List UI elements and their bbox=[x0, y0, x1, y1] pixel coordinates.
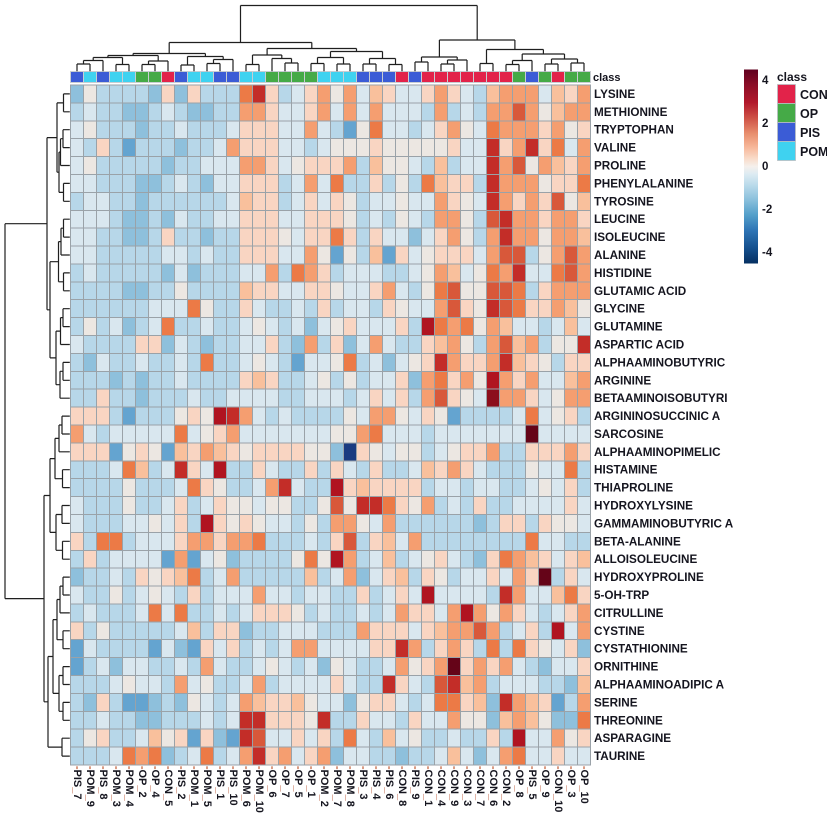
svg-text:TRYPTOPHAN: TRYPTOPHAN bbox=[594, 124, 674, 137]
svg-text:CON: CON bbox=[800, 88, 827, 102]
svg-text:HYDROXYLYSINE: HYDROXYLYSINE bbox=[594, 500, 693, 513]
svg-text:LEUCINE: LEUCINE bbox=[594, 213, 646, 226]
svg-text:GLYCINE: GLYCINE bbox=[594, 303, 645, 316]
svg-text:HISTIDINE: HISTIDINE bbox=[594, 267, 652, 280]
svg-text:OP_9: OP_9 bbox=[539, 770, 551, 798]
svg-text:CYSTATHIONINE: CYSTATHIONINE bbox=[594, 643, 688, 656]
svg-text:OP: OP bbox=[800, 107, 818, 121]
svg-text:PIS_3: PIS_3 bbox=[357, 770, 369, 800]
svg-text:PIS: PIS bbox=[800, 126, 820, 140]
svg-text:GLUTAMIC ACID: GLUTAMIC ACID bbox=[594, 285, 686, 298]
svg-text:POM_9: POM_9 bbox=[84, 770, 96, 807]
svg-text:OP_8: OP_8 bbox=[513, 770, 525, 798]
svg-text:PIS_5: PIS_5 bbox=[526, 770, 538, 800]
svg-text:-4: -4 bbox=[762, 247, 773, 259]
svg-text:PIS_2: PIS_2 bbox=[175, 770, 187, 800]
svg-text:ORNITHINE: ORNITHINE bbox=[594, 661, 658, 674]
svg-text:POM_1: POM_1 bbox=[188, 770, 200, 807]
svg-text:OP_5: OP_5 bbox=[292, 770, 304, 798]
svg-text:BETAAMINOISOBUTYRI: BETAAMINOISOBUTYRI bbox=[594, 392, 728, 405]
svg-text:ALLOISOLEUCINE: ALLOISOLEUCINE bbox=[594, 553, 697, 566]
svg-text:class: class bbox=[777, 70, 807, 84]
svg-text:ASPARAGINE: ASPARAGINE bbox=[594, 732, 671, 745]
svg-text:ASPARTIC ACID: ASPARTIC ACID bbox=[594, 339, 684, 352]
svg-text:PIS_1: PIS_1 bbox=[214, 770, 226, 800]
svg-text:CON_5: CON_5 bbox=[162, 770, 174, 807]
svg-text:GAMMAMINOBUTYRIC A: GAMMAMINOBUTYRIC A bbox=[594, 517, 734, 530]
svg-text:HYDROXYPROLINE: HYDROXYPROLINE bbox=[594, 571, 704, 584]
svg-text:POM_10: POM_10 bbox=[253, 770, 265, 813]
svg-text:PIS_4: PIS_4 bbox=[370, 770, 382, 801]
svg-text:POM_3: POM_3 bbox=[110, 770, 122, 807]
svg-text:CON_9: CON_9 bbox=[448, 770, 460, 807]
svg-text:POM: POM bbox=[800, 145, 827, 159]
svg-text:CON_7: CON_7 bbox=[474, 770, 486, 807]
svg-text:ALANINE: ALANINE bbox=[594, 249, 646, 262]
svg-text:ALPHAAMINOPIMELIC: ALPHAAMINOPIMELIC bbox=[594, 446, 721, 459]
svg-text:OP_6: OP_6 bbox=[266, 770, 278, 798]
svg-text:OP_4: OP_4 bbox=[149, 770, 161, 799]
svg-text:ALPHAAMINOBUTYRIC: ALPHAAMINOBUTYRIC bbox=[594, 356, 726, 369]
svg-text:PIS_10: PIS_10 bbox=[227, 770, 239, 806]
svg-text:PROLINE: PROLINE bbox=[594, 160, 646, 173]
svg-text:4: 4 bbox=[762, 75, 769, 87]
svg-text:POM_4: POM_4 bbox=[123, 770, 135, 808]
svg-text:GLUTAMINE: GLUTAMINE bbox=[594, 321, 663, 334]
svg-text:POM_6: POM_6 bbox=[240, 770, 252, 807]
svg-text:PIS_6: PIS_6 bbox=[383, 770, 395, 800]
svg-text:-2: -2 bbox=[762, 204, 772, 216]
svg-text:LYSINE: LYSINE bbox=[594, 88, 635, 101]
svg-text:PHENYLALANINE: PHENYLALANINE bbox=[594, 177, 694, 190]
svg-text:OP_2: OP_2 bbox=[136, 770, 148, 798]
svg-text:CITRULLINE: CITRULLINE bbox=[594, 607, 664, 620]
svg-text:HISTAMINE: HISTAMINE bbox=[594, 464, 658, 477]
svg-text:OP_1: OP_1 bbox=[305, 770, 317, 798]
svg-text:TYROSINE: TYROSINE bbox=[594, 195, 654, 208]
svg-text:2: 2 bbox=[762, 118, 768, 130]
svg-text:POM_8: POM_8 bbox=[344, 770, 356, 807]
svg-text:0: 0 bbox=[762, 161, 768, 173]
svg-text:ARGININE: ARGININE bbox=[594, 374, 651, 387]
svg-text:ALPHAAMINOADIPIC A: ALPHAAMINOADIPIC A bbox=[594, 679, 725, 692]
svg-text:PIS_7: PIS_7 bbox=[71, 770, 83, 800]
svg-text:THIAPROLINE: THIAPROLINE bbox=[594, 482, 673, 495]
svg-text:PIS_8: PIS_8 bbox=[97, 770, 109, 800]
svg-text:SERINE: SERINE bbox=[594, 696, 638, 709]
svg-text:VALINE: VALINE bbox=[594, 142, 636, 155]
svg-text:BETA-ALANINE: BETA-ALANINE bbox=[594, 535, 681, 548]
svg-text:POM_5: POM_5 bbox=[201, 770, 213, 807]
svg-text:CYSTINE: CYSTINE bbox=[594, 625, 645, 638]
svg-text:ARGININOSUCCINIC A: ARGININOSUCCINIC A bbox=[594, 410, 721, 423]
svg-text:CON_1: CON_1 bbox=[422, 770, 434, 807]
svg-text:ISOLEUCINE: ISOLEUCINE bbox=[594, 231, 666, 244]
svg-text:SARCOSINE: SARCOSINE bbox=[594, 428, 664, 441]
svg-text:5-OH-TRP: 5-OH-TRP bbox=[594, 589, 649, 602]
svg-text:class: class bbox=[593, 72, 621, 84]
svg-text:CON_6: CON_6 bbox=[487, 770, 499, 807]
svg-text:CON_8: CON_8 bbox=[396, 770, 408, 807]
svg-text:CON_4: CON_4 bbox=[435, 770, 447, 808]
svg-text:CON_3: CON_3 bbox=[461, 770, 473, 807]
svg-text:OP_3: OP_3 bbox=[565, 770, 577, 798]
svg-text:CON_10: CON_10 bbox=[552, 770, 564, 813]
svg-text:CON_2: CON_2 bbox=[500, 770, 512, 807]
svg-text:TAURINE: TAURINE bbox=[594, 750, 645, 763]
svg-text:PIS_9: PIS_9 bbox=[409, 770, 421, 800]
svg-text:METHIONINE: METHIONINE bbox=[594, 106, 668, 119]
svg-text:POM_2: POM_2 bbox=[318, 770, 330, 807]
svg-text:POM_7: POM_7 bbox=[331, 770, 343, 807]
svg-text:OP_7: OP_7 bbox=[279, 770, 291, 798]
svg-text:THREONINE: THREONINE bbox=[594, 714, 663, 727]
svg-text:OP_10: OP_10 bbox=[578, 770, 590, 804]
